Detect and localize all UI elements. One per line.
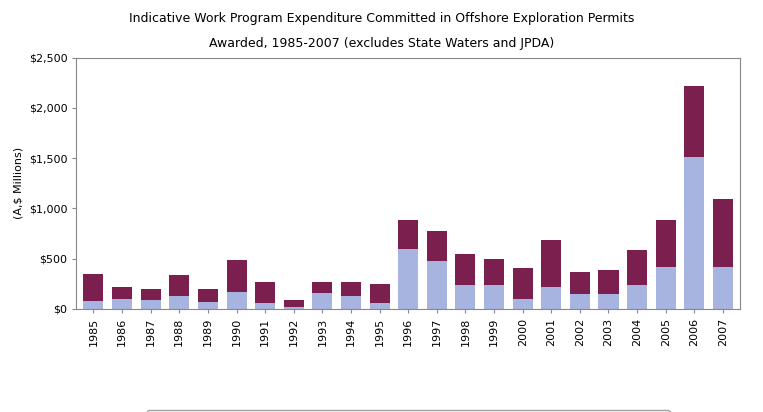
Bar <box>169 296 189 309</box>
Text: Indicative Work Program Expenditure Committed in Offshore Exploration Permits: Indicative Work Program Expenditure Comm… <box>129 12 634 26</box>
Bar <box>227 260 246 292</box>
Legend: Primary Work Programs (AUD$ Millions), Secondary Work Programs (AUD$ Millions): Primary Work Programs (AUD$ Millions), S… <box>146 410 670 412</box>
Bar <box>655 267 676 309</box>
Bar <box>398 220 418 249</box>
Bar <box>341 282 361 296</box>
Bar <box>713 267 733 309</box>
Bar <box>312 282 333 293</box>
Bar <box>513 268 533 299</box>
Bar <box>484 259 504 285</box>
Bar <box>83 274 104 301</box>
Bar <box>369 303 390 309</box>
Y-axis label: (A,$ Millions): (A,$ Millions) <box>13 147 23 220</box>
Bar <box>140 300 161 309</box>
Bar <box>684 157 704 309</box>
Bar <box>541 287 562 309</box>
Bar <box>284 307 304 309</box>
Bar <box>398 249 418 309</box>
Bar <box>140 289 161 300</box>
Bar <box>456 285 475 309</box>
Bar <box>513 299 533 309</box>
Bar <box>312 293 333 309</box>
Bar <box>427 261 447 309</box>
Bar <box>112 299 132 309</box>
Bar <box>83 301 104 309</box>
Bar <box>227 292 246 309</box>
Bar <box>627 285 647 309</box>
Bar <box>255 282 275 303</box>
Bar <box>598 270 619 294</box>
Text: Awarded, 1985-2007 (excludes State Waters and JPDA): Awarded, 1985-2007 (excludes State Water… <box>209 37 554 50</box>
Bar <box>484 285 504 309</box>
Bar <box>198 302 218 309</box>
Bar <box>684 86 704 157</box>
Bar <box>112 288 132 299</box>
Bar <box>341 296 361 309</box>
Bar <box>427 231 447 261</box>
Bar <box>284 300 304 307</box>
Bar <box>570 272 590 294</box>
Bar <box>713 199 733 267</box>
Bar <box>598 294 619 309</box>
Bar <box>369 284 390 303</box>
Bar <box>655 220 676 267</box>
Bar <box>198 289 218 302</box>
Bar <box>169 275 189 296</box>
Bar <box>570 294 590 309</box>
Bar <box>456 254 475 285</box>
Bar <box>541 240 562 287</box>
Bar <box>627 250 647 285</box>
Bar <box>255 303 275 309</box>
